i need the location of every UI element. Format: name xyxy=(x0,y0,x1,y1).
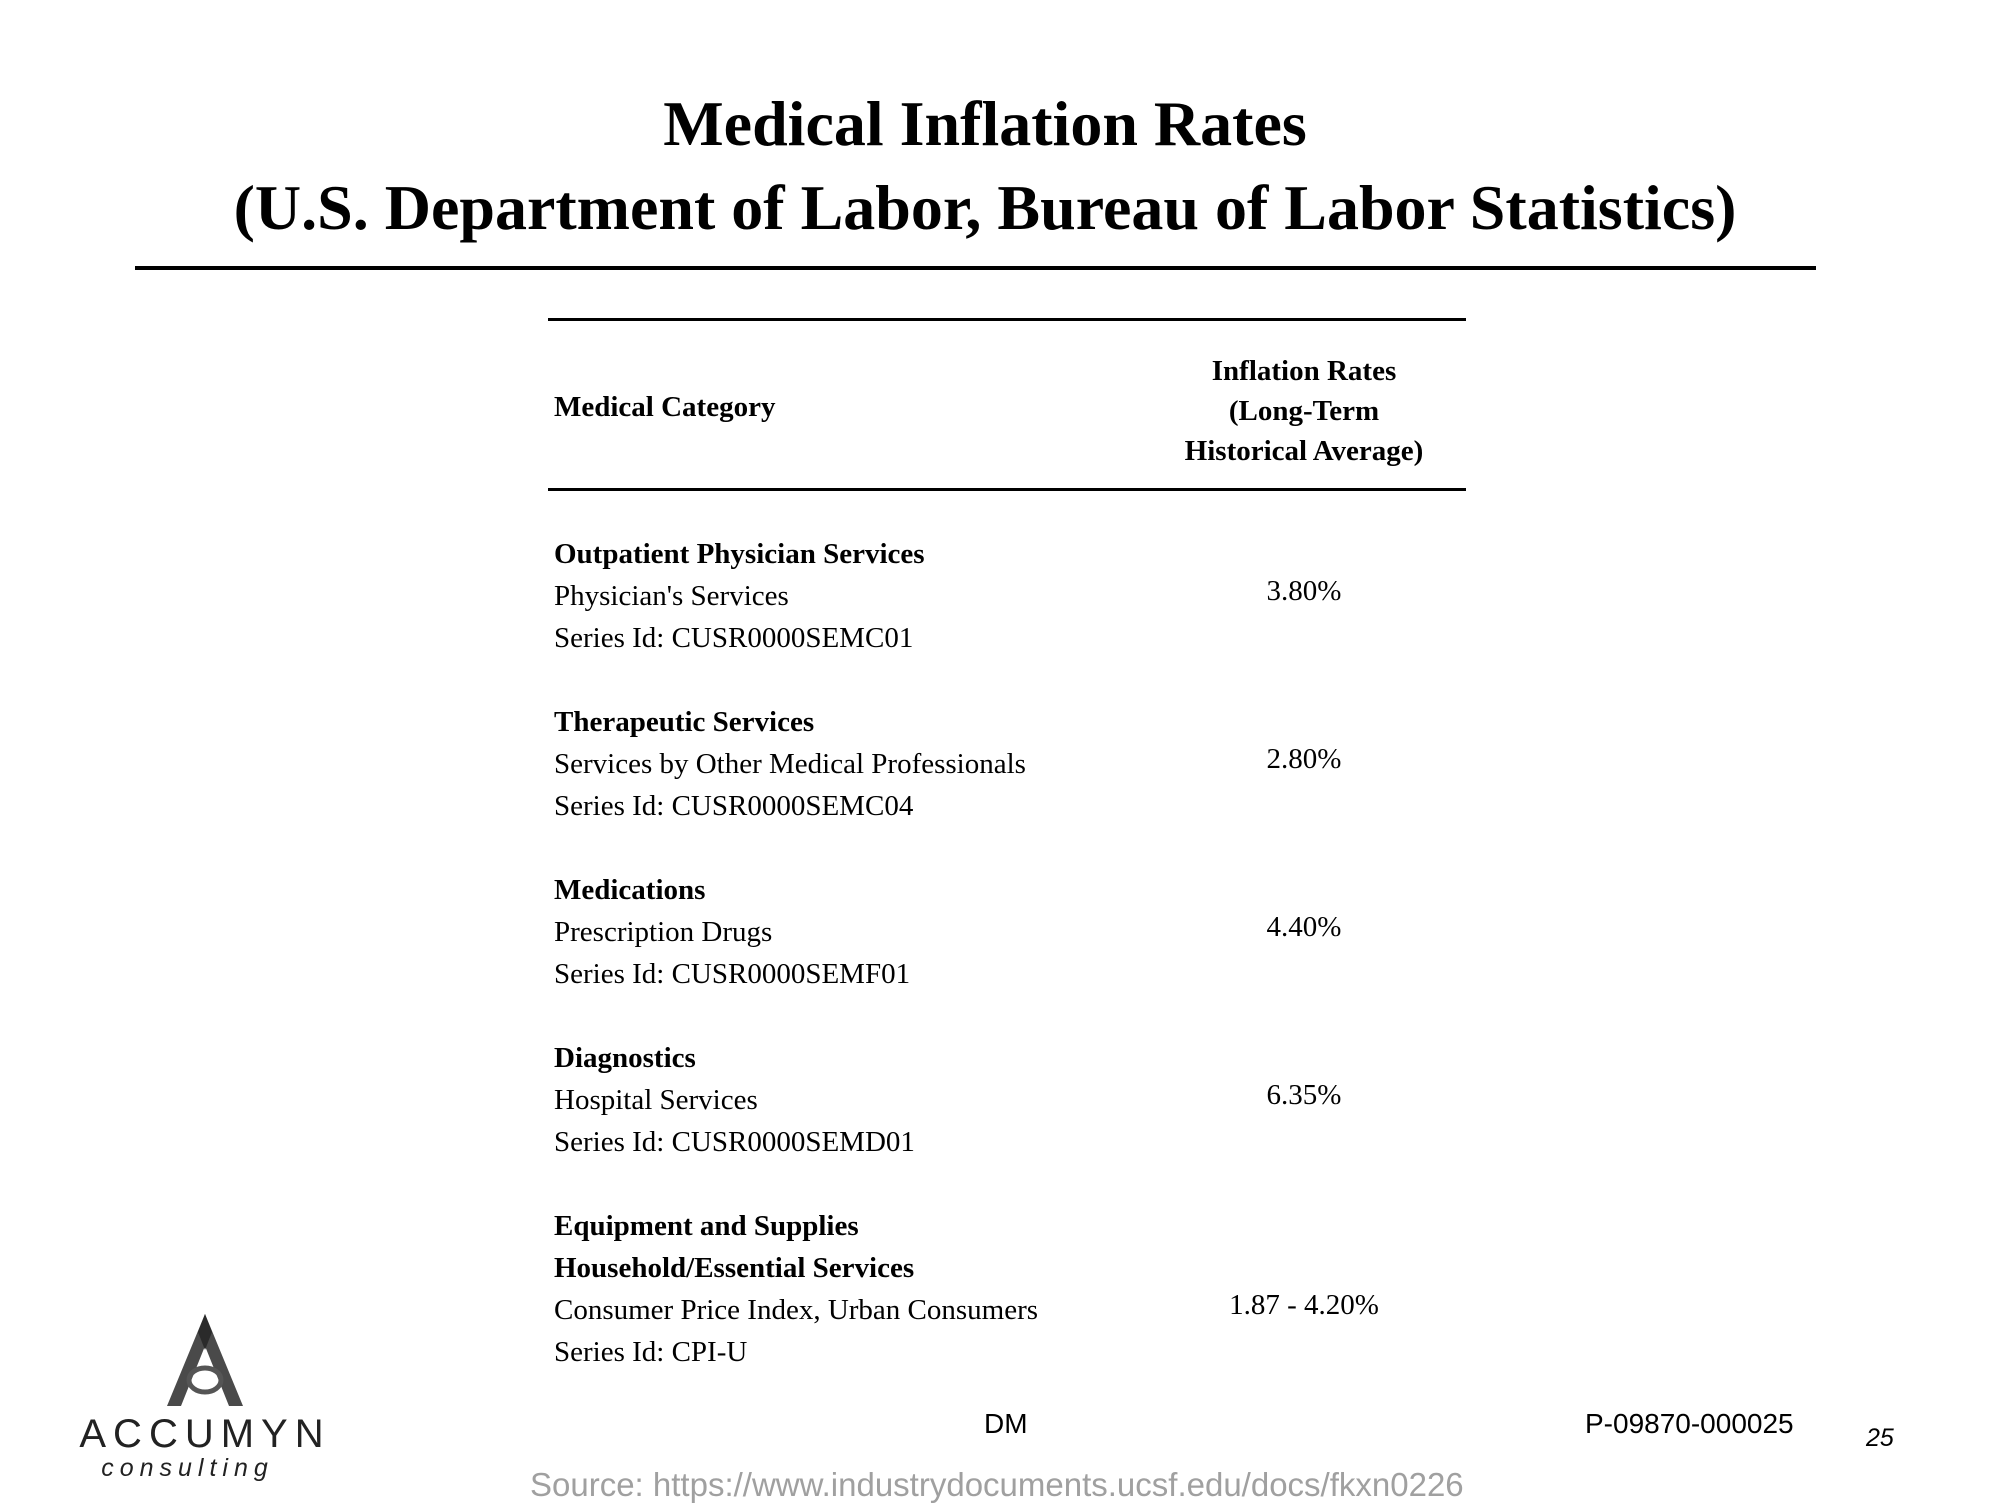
row-series-id: Series Id: CUSR0000SEMC01 xyxy=(554,622,914,654)
inflation-table: Medical Category Inflation Rates (Long-T… xyxy=(548,318,1466,1368)
footer-document-code: P-09870-000025 xyxy=(1585,1408,1794,1439)
row-description: Services by Other Medical Professionals xyxy=(554,748,1026,780)
row-title: Equipment and Supplies xyxy=(554,1210,859,1242)
row-rate: 6.35% xyxy=(1266,1079,1342,1111)
page-title: Medical Inflation Rates (U.S. Department… xyxy=(135,82,1835,250)
row-series-id: Series Id: CPI-U xyxy=(554,1336,748,1368)
row-rate: 3.80% xyxy=(1266,575,1342,607)
row-title: Therapeutic Services xyxy=(554,706,815,738)
header-rate-line-1: Inflation Rates xyxy=(1211,355,1397,387)
header-rate-line-2: (Long-Term xyxy=(1228,395,1380,427)
row-description: Consumer Price Index, Urban Consumers xyxy=(554,1294,1039,1326)
logo-name: ACCUMYN xyxy=(79,1412,331,1456)
title-line-1: Medical Inflation Rates xyxy=(663,88,1307,159)
source-link[interactable]: Source: https://www.industrydocuments.uc… xyxy=(530,1466,1464,1503)
row-series-id: Series Id: CUSR0000SEMD01 xyxy=(554,1126,915,1158)
row-title: Diagnostics xyxy=(554,1042,696,1074)
row-title-2: Household/Essential Services xyxy=(554,1252,915,1284)
footer-dm: DM xyxy=(984,1408,1028,1439)
title-divider xyxy=(135,266,1816,270)
row-series-id: Series Id: CUSR0000SEMC04 xyxy=(554,790,914,822)
logo-subtitle: consulting xyxy=(101,1454,274,1482)
table-header-rule xyxy=(548,488,1466,491)
table-top-rule xyxy=(548,318,1466,321)
row-series-id: Series Id: CUSR0000SEMF01 xyxy=(554,958,911,990)
row-rate: 4.40% xyxy=(1266,911,1342,943)
row-rate: 1.87 - 4.20% xyxy=(1229,1289,1379,1321)
header-rate-line-3: Historical Average) xyxy=(1184,435,1424,467)
row-description: Physician's Services xyxy=(554,580,789,612)
page-number: 25 xyxy=(1866,1424,1894,1452)
table-header: Medical Category Inflation Rates (Long-T… xyxy=(548,321,1466,488)
header-inflation-rates: Inflation Rates (Long-Term Historical Av… xyxy=(1168,351,1440,471)
row-description: Hospital Services xyxy=(554,1084,758,1116)
row-title: Outpatient Physician Services xyxy=(554,538,925,570)
header-medical-category: Medical Category xyxy=(554,391,776,423)
row-description: Prescription Drugs xyxy=(554,916,773,948)
row-title: Medications xyxy=(554,874,706,906)
row-rate: 2.80% xyxy=(1266,743,1342,775)
title-line-2: (U.S. Department of Labor, Bureau of Lab… xyxy=(233,172,1737,243)
accumyn-logo-icon xyxy=(167,1314,243,1406)
accumyn-logo: ACCUMYN consulting xyxy=(70,1312,340,1482)
